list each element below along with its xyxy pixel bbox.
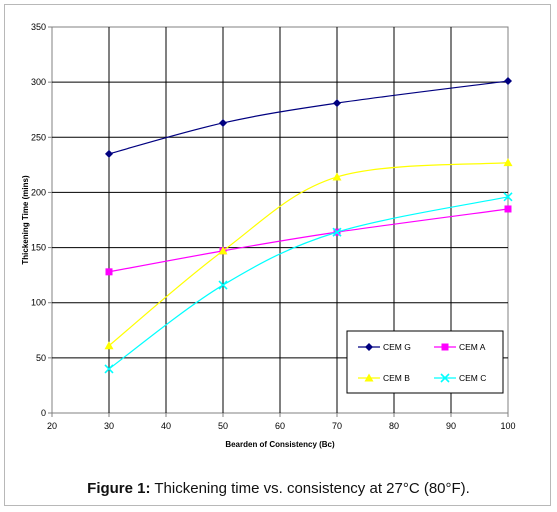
data-point-cem-b [104,341,114,350]
y-tick-label: 150 [31,243,46,253]
x-tick-label: 80 [389,421,399,431]
x-tick-label: 20 [47,421,57,431]
y-tick-label: 350 [31,22,46,32]
series-line-cem-a [108,208,509,273]
y-tick-label: 50 [36,353,46,363]
series-lines [104,77,513,374]
legend-entry-cem-c: CEM C [434,373,486,383]
x-axis-title: Bearden of Consistency (Bc) [225,440,335,449]
data-point-cem-b [332,172,342,181]
series-line-cem-c [108,196,509,370]
x-tick-label: 40 [161,421,171,431]
x-tick-label: 90 [446,421,456,431]
legend-label: CEM G [383,342,411,352]
data-point-cem-b [218,246,228,255]
series-cem-c [104,192,513,374]
legend-marker [364,373,374,382]
series-cem-b [104,158,513,350]
legend-marker [441,343,449,351]
data-point-cem-b [503,158,513,167]
series-line-cem-b [108,162,509,347]
x-tick-label: 100 [500,421,515,431]
data-point-cem-g [105,149,113,158]
y-tick-label: 250 [31,132,46,142]
data-point-cem-c [503,192,513,202]
y-tick-label: 200 [31,187,46,197]
figure-caption: Figure 1: Thickening time vs. consistenc… [0,480,557,497]
caption-label: Figure 1: [87,480,151,497]
data-point-cem-a [105,268,113,276]
data-point-cem-c [332,227,342,237]
series-line-cem-g [108,80,509,155]
data-point-cem-a [504,205,512,213]
data-point-cem-g [333,99,341,108]
series-cem-g [105,77,512,158]
y-tick-label: 100 [31,298,46,308]
data-point-cem-c [218,280,228,290]
legend-entry-cem-a: CEM A [434,342,486,352]
data-point-cem-g [504,77,512,86]
legend: CEM G CEM A CEM B CEM C [346,330,504,394]
legend-label: CEM A [459,342,486,352]
caption-text: Thickening time vs. consistency at 27°C … [150,480,470,497]
axis-ticks: 20 30 40 50 60 70 80 90 100 0 50 100 150 200 250 300 350 [31,22,516,431]
y-tick-label: 0 [41,408,46,418]
legend-label: CEM B [383,373,410,383]
x-tick-label: 50 [218,421,228,431]
x-tick-label: 60 [275,421,285,431]
legend-entry-cem-g: CEM G [358,342,411,352]
legend-marker [365,343,373,351]
legend-entry-cem-b: CEM B [358,373,410,383]
line-chart: 20 30 40 50 60 70 80 90 100 0 50 100 150 200 250 300 350… [21,22,516,449]
y-axis-title: Thickening Time (mins) [21,175,30,265]
legend-box [346,330,504,394]
y-tick-label: 300 [31,77,46,87]
x-tick-label: 70 [332,421,342,431]
x-tick-label: 30 [104,421,114,431]
legend-label: CEM C [459,373,486,383]
data-point-cem-c [104,364,114,374]
legend-marker [440,373,450,383]
data-point-cem-g [219,118,227,127]
